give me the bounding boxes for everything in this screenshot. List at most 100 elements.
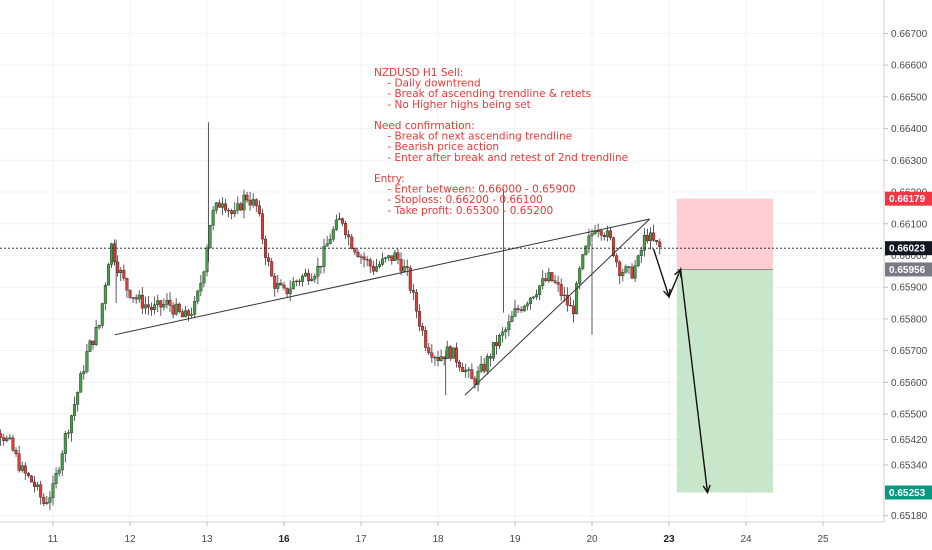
- candle-down: [273, 275, 277, 289]
- candle-up: [621, 272, 625, 276]
- candle-down: [396, 252, 400, 260]
- y-tick-label: 0.65180: [891, 511, 928, 522]
- x-tick-label: 23: [663, 534, 675, 545]
- candle-down: [14, 450, 18, 455]
- candle-up: [624, 266, 628, 273]
- y-tick-label: 0.65340: [891, 460, 928, 471]
- candle-up: [384, 257, 388, 259]
- candle-down: [405, 266, 409, 269]
- stoploss-zone[interactable]: [676, 198, 773, 270]
- candle-down: [42, 496, 46, 504]
- candle-up: [183, 310, 187, 318]
- candle-up: [66, 432, 70, 434]
- candle-up: [196, 290, 200, 302]
- annotation-line: Entry:: [374, 173, 405, 185]
- candle-up: [310, 278, 314, 282]
- candle-up: [100, 303, 104, 326]
- price-label-box: [885, 191, 932, 206]
- x-tick-label: 17: [355, 534, 367, 545]
- annotation-line: - Bearish price action: [374, 141, 499, 153]
- time-axis[interactable]: 11 12 13 16 17 18 19 20 23 24 25: [0, 521, 884, 545]
- candle-up: [5, 437, 9, 441]
- candle-up: [60, 453, 64, 471]
- candle-down: [572, 305, 576, 315]
- annotation-line: - No Higher highs being set: [374, 99, 531, 111]
- candle-up: [153, 304, 157, 310]
- candle-down: [427, 347, 431, 353]
- candle-up: [103, 284, 107, 304]
- candle-down: [461, 366, 465, 372]
- ascending-trendline-1[interactable]: [114, 218, 650, 336]
- short-position-tool[interactable]: [676, 198, 773, 493]
- candle-up: [313, 275, 317, 280]
- takeprofit-zone[interactable]: [676, 269, 773, 493]
- trade-annotation[interactable]: NZDUSD H1 Sell: - Daily downtrend - Brea…: [374, 67, 628, 217]
- candle-down: [254, 199, 258, 207]
- candle-down: [245, 194, 249, 201]
- candle-down: [414, 292, 418, 312]
- candle-down: [448, 346, 452, 359]
- candle-up: [300, 275, 304, 282]
- y-tick-label: 0.65900: [891, 283, 928, 294]
- y-tick-label: 0.66500: [891, 92, 928, 103]
- arrowhead-icon: [702, 484, 711, 495]
- candle-down: [146, 304, 150, 308]
- x-tick-label: 24: [740, 534, 752, 545]
- candle-down: [350, 236, 354, 249]
- projection-path[interactable]: [652, 248, 709, 493]
- candle-up: [325, 243, 329, 247]
- candle-up: [562, 294, 566, 297]
- candle-down: [134, 297, 138, 300]
- candle-up: [381, 258, 385, 265]
- candle-down: [297, 280, 301, 282]
- candle-down: [399, 259, 403, 272]
- candle-down: [116, 261, 120, 273]
- candle-up: [584, 245, 588, 255]
- drawings[interactable]: [114, 218, 711, 495]
- candle-down: [430, 352, 434, 358]
- candle-up: [593, 231, 597, 234]
- y-tick-label: 0.65500: [891, 410, 928, 421]
- y-tick-label: 0.65800: [891, 314, 928, 325]
- candle-down: [602, 235, 606, 237]
- candle-up: [97, 325, 101, 328]
- candle-up: [316, 265, 320, 277]
- candle-up: [119, 269, 123, 273]
- candle-up: [94, 327, 98, 345]
- annotation-line: NZDUSD H1 Sell:: [374, 67, 463, 79]
- candle-down: [362, 256, 366, 260]
- candle-down: [285, 287, 289, 295]
- candle-down: [411, 290, 415, 293]
- candle-down: [260, 213, 264, 240]
- candle-down: [11, 437, 15, 451]
- candle-up: [507, 321, 511, 330]
- candle-down: [0, 433, 3, 438]
- candle-up: [510, 316, 514, 322]
- candle-up: [57, 469, 61, 474]
- candle-down: [408, 267, 412, 291]
- candle-up: [639, 250, 643, 257]
- candle-up: [199, 282, 203, 292]
- candle-down: [113, 243, 117, 263]
- candle-up: [541, 278, 545, 286]
- candle-up: [451, 347, 455, 359]
- candle-up: [433, 357, 437, 359]
- candle-up: [596, 230, 600, 232]
- candle-up: [304, 272, 308, 277]
- candle-up: [501, 331, 505, 336]
- candle-up: [190, 314, 194, 316]
- annotation-line: - Daily downtrend: [374, 78, 481, 90]
- candle-down: [223, 203, 227, 211]
- annotation-line: - Take profit: 0.65300 - 0.65200: [374, 205, 553, 217]
- candle-up: [162, 303, 166, 308]
- price-label-box: [885, 262, 932, 277]
- y-tick-label: 0.66700: [891, 29, 928, 40]
- candle-down: [652, 232, 656, 241]
- y-tick-label: 0.66400: [891, 124, 928, 135]
- ascending-trendline-2[interactable]: [464, 218, 651, 396]
- candle-up: [174, 303, 178, 315]
- candle-down: [658, 241, 662, 247]
- candle-up: [322, 246, 326, 267]
- candle-down: [150, 306, 154, 310]
